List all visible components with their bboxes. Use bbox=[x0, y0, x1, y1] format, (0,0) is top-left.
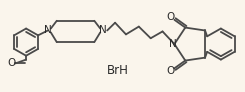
Text: O: O bbox=[166, 66, 175, 76]
Text: O: O bbox=[7, 58, 15, 68]
Text: N: N bbox=[169, 39, 176, 49]
Text: BrH: BrH bbox=[107, 64, 129, 77]
Text: N: N bbox=[99, 25, 107, 36]
Text: O: O bbox=[166, 12, 175, 22]
Text: N: N bbox=[44, 25, 52, 36]
